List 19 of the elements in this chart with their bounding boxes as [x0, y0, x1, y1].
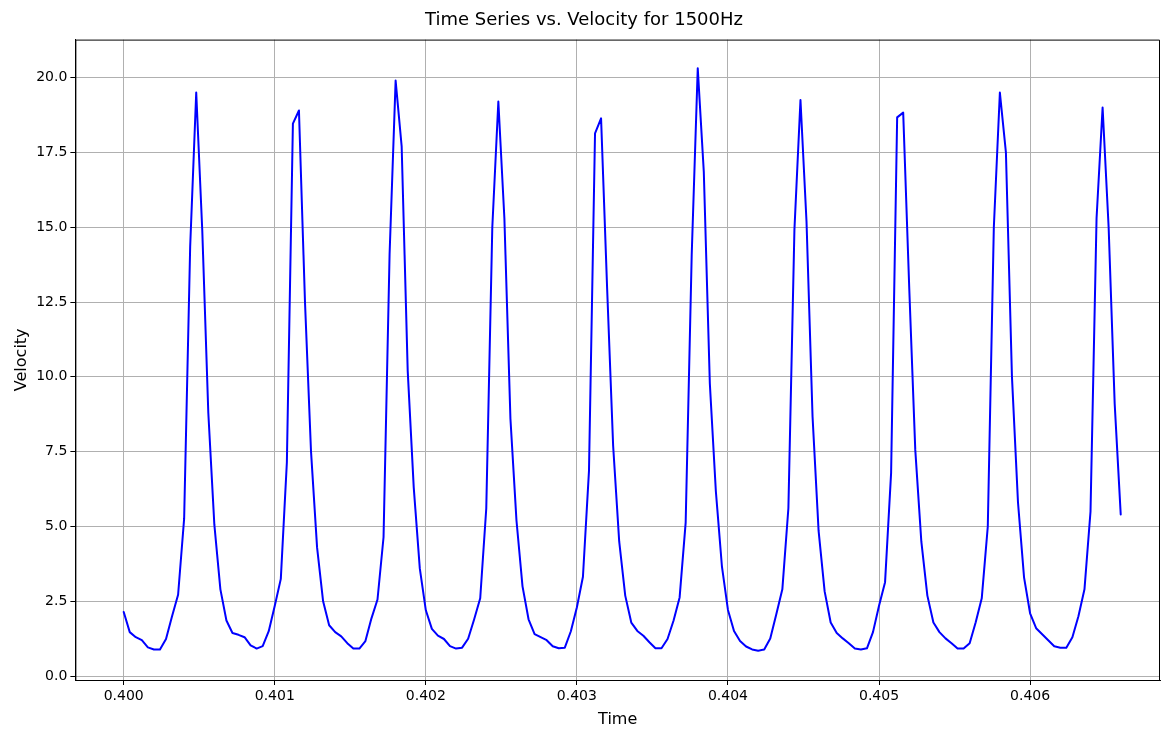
- x-tick-label: 0.406: [1010, 687, 1051, 704]
- y-axis-title: Velocity: [10, 328, 30, 392]
- y-tick-label: 7.5: [45, 442, 68, 459]
- y-tick-label: 10.0: [36, 367, 68, 384]
- x-tick-label: 0.401: [254, 687, 295, 704]
- y-tick-label: 0.0: [45, 666, 68, 683]
- y-tick-label: 17.5: [36, 143, 68, 160]
- y-tick-label: 20.0: [36, 68, 68, 85]
- x-axis-title: Time: [597, 708, 638, 728]
- y-tick-label: 12.5: [36, 292, 68, 309]
- y-tick-label: 5.0: [45, 517, 68, 534]
- x-tick-label: 0.403: [556, 687, 597, 704]
- x-tick-label: 0.405: [858, 687, 900, 704]
- chart-title: Time Series vs. Velocity for 1500Hz: [424, 8, 743, 30]
- x-tick-label: 0.402: [405, 687, 446, 704]
- x-tick-label: 0.400: [103, 687, 144, 704]
- y-tick-label: 2.5: [45, 591, 68, 608]
- y-tick-label: 15.0: [36, 217, 68, 234]
- x-tick-label: 0.404: [707, 687, 749, 704]
